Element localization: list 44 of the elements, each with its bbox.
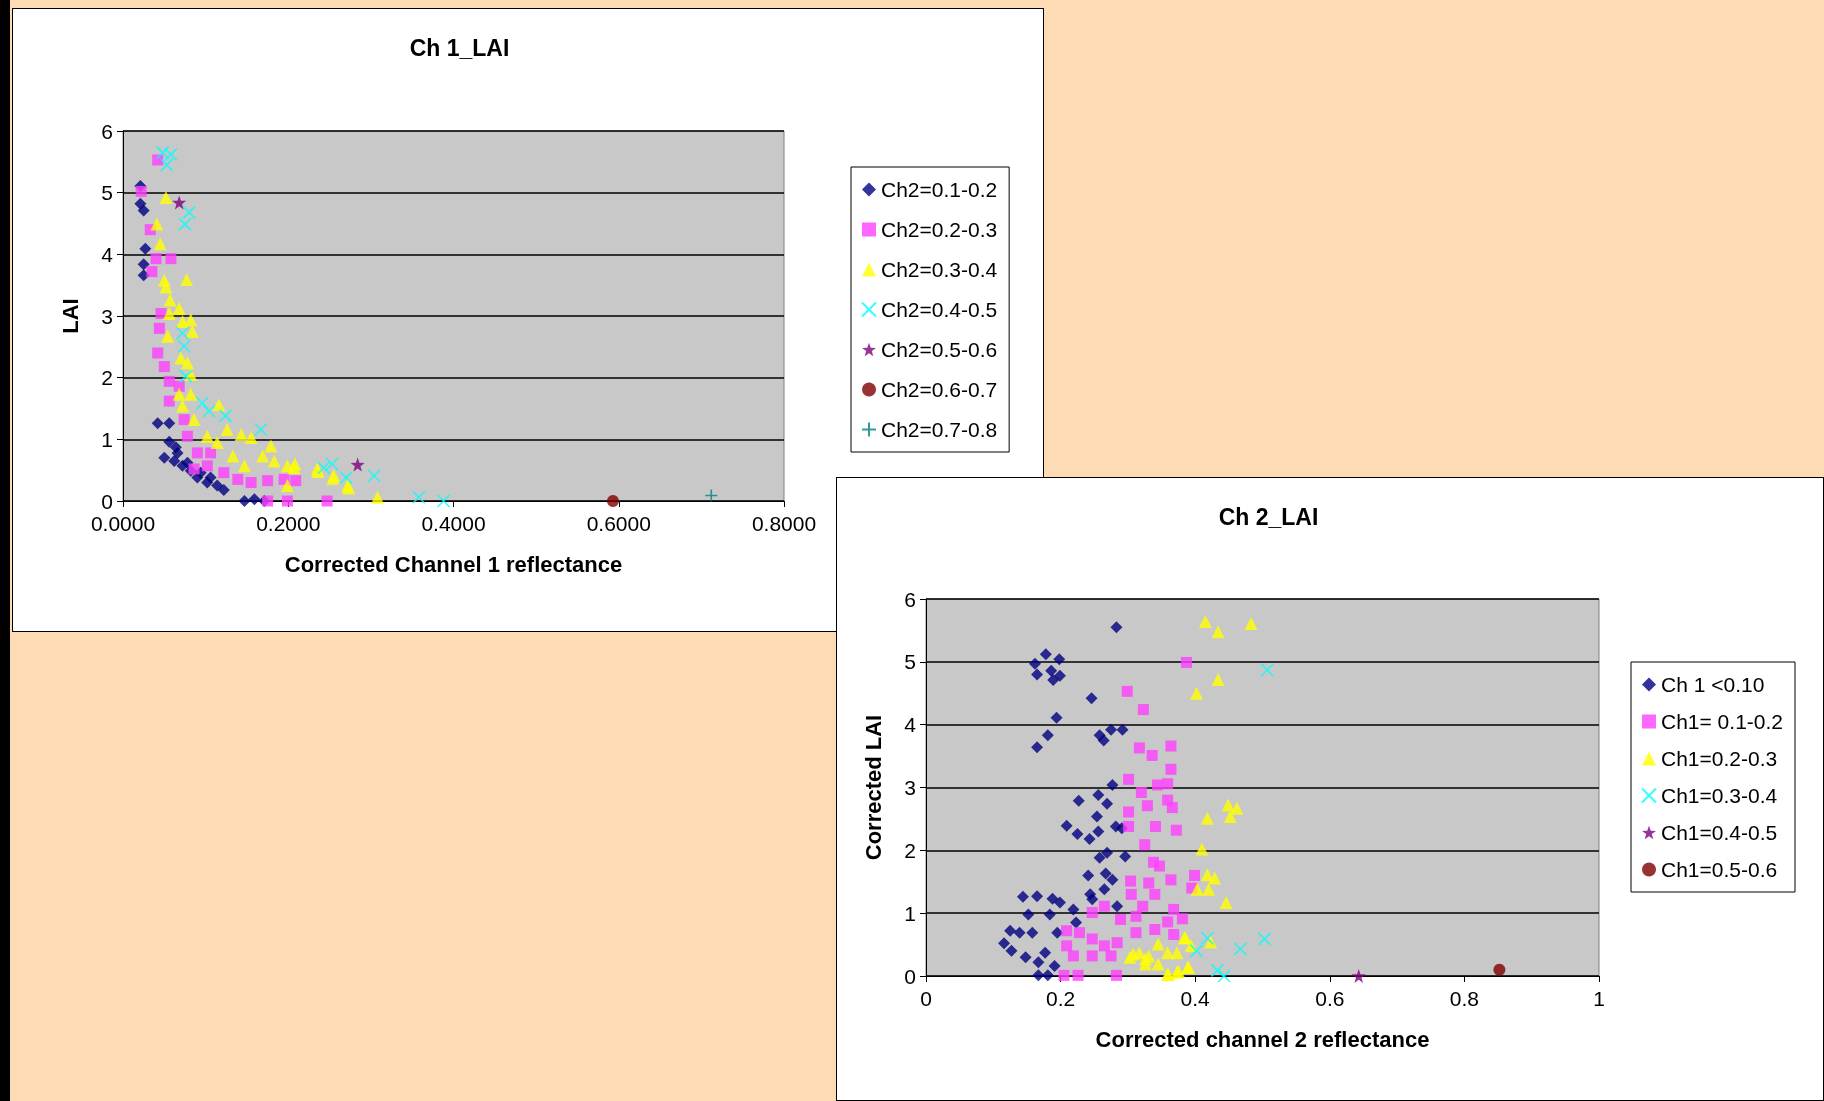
legend-label: Ch1=0.2-0.3 — [1661, 747, 1778, 770]
x-tick-label: 0.2 — [1046, 987, 1076, 1010]
y-axis-title: LAI — [57, 298, 83, 334]
chart-title: Ch 2_LAI — [1218, 503, 1319, 530]
legend-label: Ch2=0.1-0.2 — [881, 178, 998, 201]
x-axis-title: Corrected channel 2 reflectance — [1095, 1026, 1430, 1052]
x-tick-label: 1 — [1593, 987, 1605, 1010]
x-tick-label: 0.6 — [1315, 987, 1345, 1010]
legend-label: Ch2=0.6-0.7 — [881, 378, 998, 401]
y-tick-label: 6 — [904, 587, 916, 611]
legend-label: Ch1=0.5-0.6 — [1661, 858, 1778, 881]
x-tick-label: 0.8000 — [751, 512, 817, 535]
x-tick-label: 0.4 — [1180, 987, 1211, 1010]
legend-label: Ch1=0.3-0.4 — [1661, 784, 1778, 807]
legend-label: Ch1=0.4-0.5 — [1661, 821, 1778, 844]
chart-title: Ch 1_LAI — [409, 34, 510, 61]
y-tick-label: 0 — [101, 489, 113, 513]
x-tick-label: 0.4000 — [421, 512, 486, 535]
y-tick-label: 4 — [101, 242, 114, 266]
x-tick-label: 0.0000 — [90, 512, 156, 535]
y-tick-label: 6 — [101, 119, 113, 143]
y-tick-label: 1 — [904, 901, 916, 925]
y-tick-label: 5 — [904, 650, 916, 674]
y-tick-label: 4 — [904, 713, 917, 737]
x-tick-label: 0.8 — [1449, 987, 1479, 1010]
y-tick-label: 2 — [904, 838, 916, 862]
y-tick-label: 3 — [101, 304, 113, 328]
x-tick-label: 0.6000 — [586, 512, 651, 535]
y-tick-label: 2 — [101, 366, 113, 390]
y-tick-label: 5 — [101, 181, 113, 205]
legend-label: Ch1= 0.1-0.2 — [1661, 710, 1784, 733]
x-axis-title: Corrected Channel 1 reflectance — [284, 551, 623, 577]
legend-label: Ch2=0.5-0.6 — [881, 338, 998, 361]
y-axis-title: Corrected LAI — [860, 714, 886, 861]
x-tick-label: 0 — [920, 987, 932, 1010]
x-tick-label: 0.2000 — [256, 512, 321, 535]
legend-label: Ch2=0.2-0.3 — [881, 218, 998, 241]
y-tick-label: 0 — [904, 964, 916, 988]
legend-label: Ch2=0.4-0.5 — [881, 298, 998, 321]
legend-label: Ch2=0.3-0.4 — [881, 258, 998, 281]
legend-label: Ch2=0.7-0.8 — [881, 418, 998, 441]
legend-label: Ch 1 <0.10 — [1661, 673, 1765, 696]
y-tick-label: 1 — [101, 427, 113, 451]
y-tick-label: 3 — [904, 776, 916, 799]
